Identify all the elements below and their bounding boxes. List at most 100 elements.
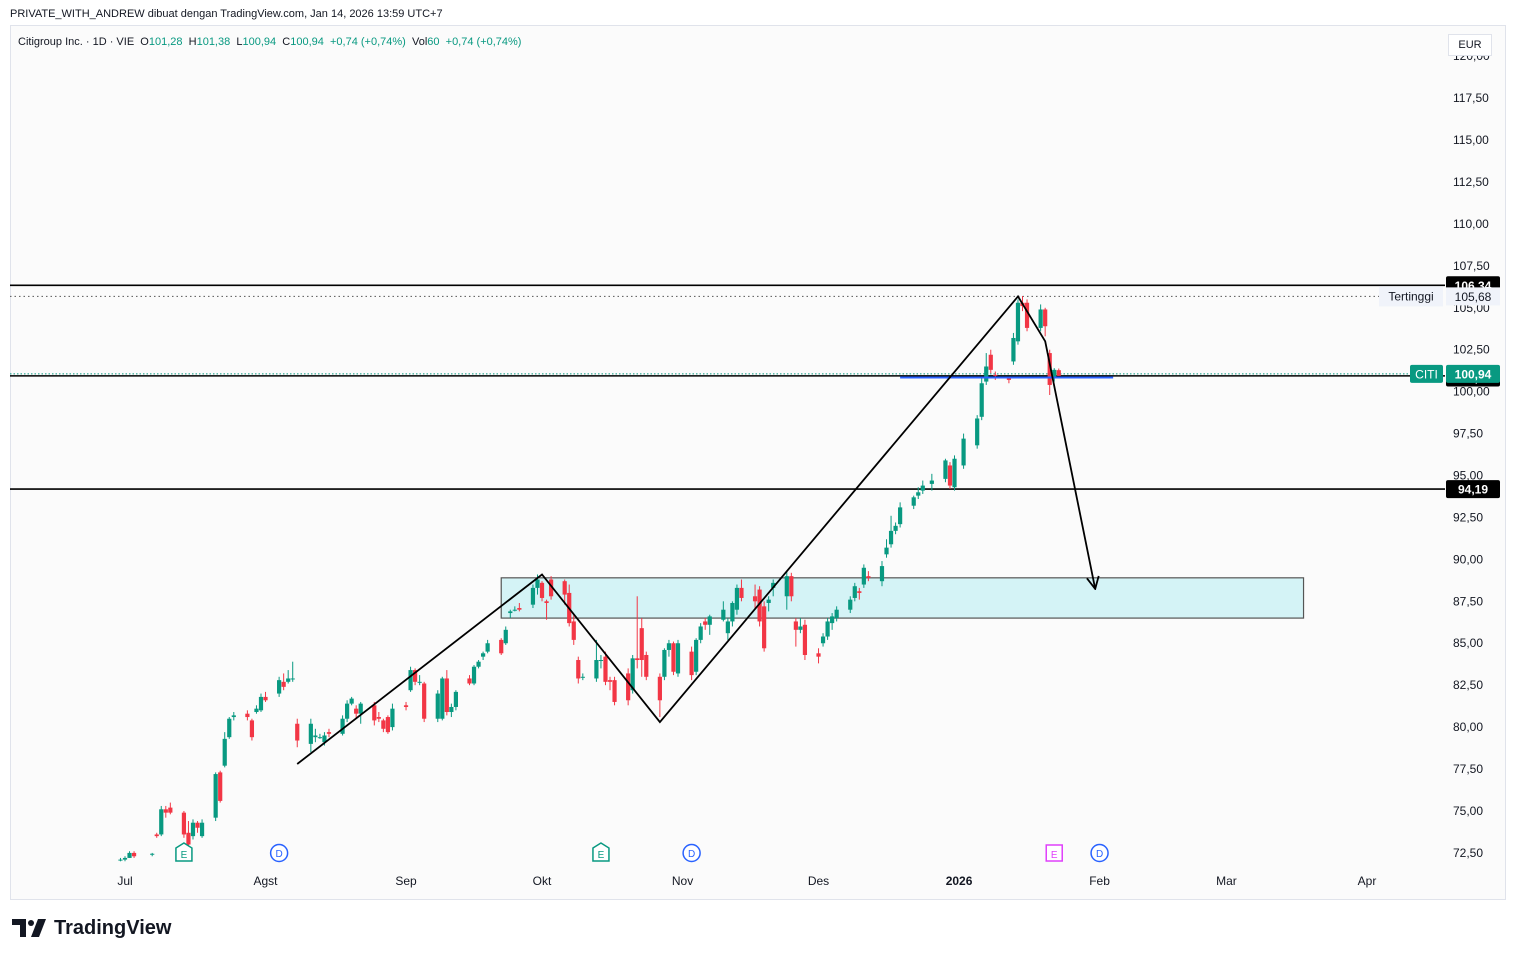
candle[interactable] [789, 572, 794, 602]
candle[interactable] [154, 832, 159, 838]
candle[interactable] [358, 701, 363, 724]
candle[interactable] [544, 599, 549, 620]
candle[interactable] [245, 710, 250, 721]
candle[interactable] [1047, 349, 1052, 396]
candle[interactable] [893, 522, 898, 535]
candle[interactable] [199, 819, 205, 838]
candle[interactable] [195, 821, 200, 833]
candle[interactable] [376, 712, 381, 723]
candle[interactable] [508, 609, 513, 619]
candle[interactable] [952, 455, 957, 491]
candle[interactable] [227, 717, 232, 739]
candle[interactable] [820, 633, 826, 647]
candle[interactable] [1056, 368, 1061, 376]
candle[interactable] [485, 639, 490, 654]
candle[interactable] [313, 728, 318, 743]
candle[interactable] [571, 614, 576, 645]
candle[interactable] [580, 673, 585, 681]
candle[interactable] [417, 675, 422, 686]
candle[interactable] [1038, 304, 1043, 332]
candle[interactable] [562, 579, 567, 605]
candle[interactable] [281, 673, 286, 691]
candle[interactable] [961, 433, 966, 469]
candle[interactable] [929, 473, 934, 491]
candle[interactable] [698, 623, 703, 644]
candle[interactable] [675, 639, 681, 677]
candle[interactable] [739, 579, 744, 602]
candle[interactable] [263, 691, 268, 702]
candle[interactable] [834, 606, 839, 622]
candle[interactable] [440, 676, 445, 721]
candle[interactable] [1011, 332, 1016, 365]
candle[interactable] [1024, 299, 1030, 332]
candle[interactable] [249, 718, 255, 741]
candle[interactable] [222, 732, 227, 768]
candle[interactable] [317, 733, 323, 739]
candle[interactable] [308, 718, 313, 753]
candle[interactable] [920, 480, 925, 494]
candle[interactable] [254, 705, 259, 714]
candle[interactable] [598, 654, 604, 669]
dividend-marker[interactable]: D [269, 843, 289, 863]
demand-zone[interactable] [500, 577, 1305, 619]
candle[interactable] [694, 638, 699, 676]
candle[interactable] [707, 614, 712, 635]
candle[interactable] [594, 639, 599, 682]
candle[interactable] [118, 857, 123, 862]
candle[interactable] [326, 728, 332, 738]
candle[interactable] [879, 561, 885, 587]
candle[interactable] [689, 646, 694, 681]
candle[interactable] [476, 660, 481, 669]
currency-selector[interactable]: EUR [1448, 34, 1492, 56]
candle[interactable] [857, 587, 862, 600]
candle[interactable] [408, 666, 413, 692]
candle[interactable] [793, 618, 798, 647]
candle[interactable] [734, 584, 740, 615]
candle[interactable] [657, 673, 662, 718]
candle[interactable] [150, 852, 155, 857]
candle[interactable] [861, 564, 866, 588]
candle[interactable] [576, 656, 581, 684]
candle[interactable] [548, 576, 554, 600]
candle[interactable] [1052, 368, 1057, 382]
candle[interactable] [340, 715, 345, 736]
candle[interactable] [762, 601, 767, 652]
dividend-marker[interactable]: D [682, 843, 701, 863]
candle[interactable] [390, 703, 395, 731]
candle[interactable] [703, 618, 708, 630]
candle[interactable] [662, 648, 667, 681]
candle[interactable] [644, 651, 649, 681]
candle[interactable] [852, 582, 857, 602]
candle[interactable] [721, 601, 726, 622]
candle[interactable] [848, 596, 853, 614]
candle[interactable] [802, 619, 808, 661]
candle[interactable] [757, 586, 762, 627]
candle[interactable] [413, 668, 418, 686]
candle[interactable] [422, 681, 427, 723]
candle[interactable] [159, 805, 164, 837]
candle[interactable] [947, 462, 953, 489]
candle[interactable] [512, 606, 517, 612]
candle[interactable] [181, 810, 187, 838]
candle[interactable] [186, 821, 191, 847]
candle[interactable] [752, 584, 758, 610]
candle[interactable] [607, 676, 613, 691]
candle[interactable] [671, 641, 676, 676]
candle[interactable] [916, 487, 921, 499]
candle[interactable] [612, 676, 617, 706]
candle[interactable] [453, 690, 458, 711]
candle[interactable] [503, 626, 508, 645]
candle[interactable] [639, 618, 644, 677]
candle[interactable] [277, 676, 282, 697]
dividend-marker[interactable]: D [1090, 843, 1109, 863]
candle[interactable] [725, 618, 730, 640]
candle[interactable] [943, 458, 948, 483]
candle[interactable] [131, 851, 137, 858]
candle[interactable] [480, 651, 486, 661]
candle[interactable] [435, 690, 440, 723]
candle[interactable] [988, 349, 993, 374]
candle[interactable] [888, 515, 894, 548]
candle[interactable] [213, 772, 218, 822]
candle[interactable] [163, 805, 168, 818]
